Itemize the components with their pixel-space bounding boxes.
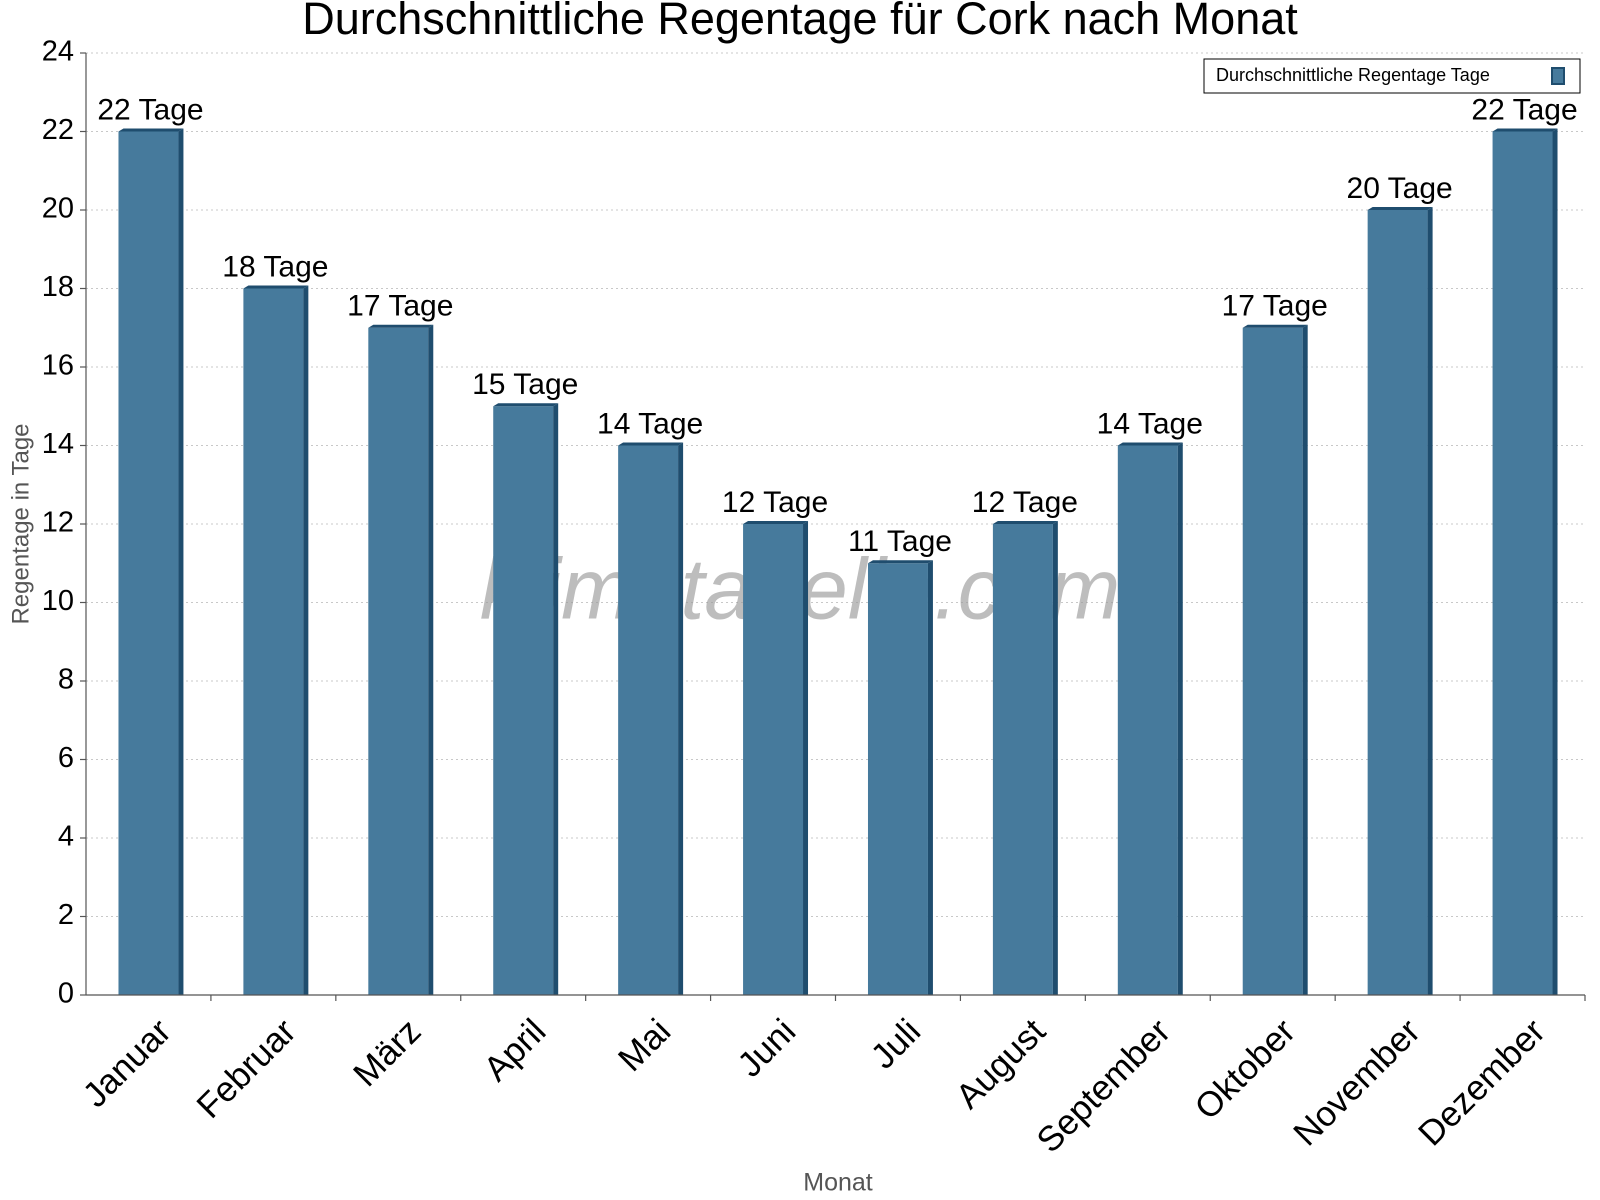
bar [992,524,1053,995]
bar [1117,445,1178,995]
data-label: 14 Tage [597,407,703,440]
bar-side [678,442,684,995]
x-axis-label: Monat [803,1169,873,1197]
y-tick-label: 0 [58,978,74,1010]
y-tick-label: 14 [42,428,74,460]
data-label: 11 Tage [848,525,952,558]
x-tick-label: April [476,1012,553,1089]
data-label: 12 Tage [972,486,1078,519]
y-tick-label: 8 [58,664,74,696]
y-axis-label: Regentage in Tage [7,423,34,624]
data-label: 17 Tage [347,290,453,323]
bar [867,563,928,995]
bar [118,131,179,995]
bar-top [1117,442,1183,446]
bar-top [1367,207,1433,210]
x-tick-label: Juni [730,1012,803,1085]
bar-top [992,521,1058,524]
x-tick-label: Juli [863,1012,928,1077]
y-tick-label: 6 [58,742,74,774]
legend-box [1203,58,1581,94]
bar [618,445,679,995]
data-label: 17 Tage [1222,290,1328,323]
bar-side [1552,128,1558,995]
bar-side [303,285,309,995]
y-tick-label: 20 [42,193,74,225]
bar-side [1052,521,1058,995]
data-label: 18 Tage [222,250,328,283]
x-tick-label: März [346,1012,429,1095]
y-tick-label: 22 [42,114,74,146]
bar-top [118,128,184,132]
bar [743,524,804,995]
bar-top [368,324,434,328]
bar [1367,210,1428,995]
y-tick-label: 10 [42,585,74,617]
bar-top [867,560,933,564]
bar-side [1177,442,1183,995]
bar-top [1242,324,1308,328]
bar-top [618,442,684,446]
bar [1492,131,1553,995]
y-tick-label: 18 [42,271,74,303]
legend-label: Durchschnittliche Regentage Tage [1216,65,1490,85]
y-tick-label: 24 [42,36,74,68]
x-tick-label: Dezember [1411,1011,1553,1153]
bar [368,327,429,995]
x-tick-label: September [1029,1011,1178,1160]
bar [493,406,554,995]
x-tick-label: Februar [189,1011,303,1125]
x-tick-label: August [948,1011,1053,1116]
data-label: 12 Tage [722,486,828,519]
x-tick-label: Januar [75,1011,178,1114]
bar-top [1492,128,1558,132]
bar-top [493,403,559,407]
bar-side [178,128,184,995]
bar-side [803,521,809,995]
bar-side [553,403,559,995]
data-label: 15 Tage [472,368,578,401]
bar-top [743,521,809,524]
y-tick-label: 2 [58,899,74,931]
y-tick-label: 4 [58,821,74,853]
y-tick-label: 12 [42,507,74,539]
bar-side [1427,207,1433,995]
x-tick-label: Mai [611,1012,678,1079]
bar-side [1302,324,1308,995]
bar-side [927,560,933,995]
data-label: 22 Tage [1471,93,1577,126]
data-label: 14 Tage [1097,407,1203,440]
bar [1242,327,1303,995]
data-label: 20 Tage [1347,172,1453,205]
bar [243,288,304,995]
x-tick-label: Oktober [1187,1011,1303,1127]
data-label: 22 Tage [97,93,203,126]
chart-title: Durchschnittliche Regentage für Cork nac… [302,0,1298,44]
bar-side [428,324,434,995]
legend-swatch [1551,67,1565,85]
y-tick-label: 16 [42,350,74,382]
x-tick-label: November [1286,1011,1428,1153]
bar-top [243,285,309,289]
legend: Durchschnittliche Regentage Tage [1203,58,1581,94]
